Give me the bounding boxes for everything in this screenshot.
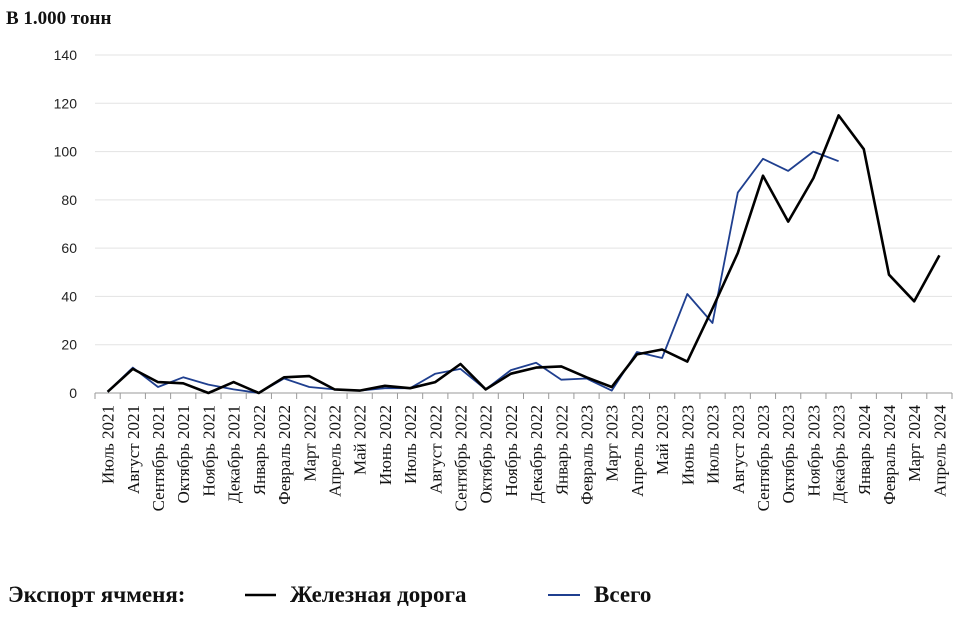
- x-tick-label: Февраль 2022: [275, 405, 294, 505]
- x-tick-label: Февраль 2024: [880, 405, 899, 505]
- y-tick-label: 100: [54, 144, 78, 160]
- y-tick-label: 120: [54, 95, 78, 111]
- x-tick-label: Апрель 2022: [325, 405, 344, 497]
- legend: Экспорт ячменя: Железная дорога Всего: [8, 582, 651, 607]
- y-axis-ticks: 0 20 40 60 80 100 120 140: [54, 47, 78, 401]
- y-tick-label: 140: [54, 47, 78, 63]
- x-tick-label: Октябрь 2023: [779, 405, 798, 504]
- series-lines: [106, 114, 941, 395]
- y-tick-label: 40: [61, 288, 77, 304]
- x-tick-label: Сентябрь 2021: [149, 405, 168, 511]
- x-tick-label: Май 2022: [351, 405, 370, 475]
- x-tick-label: Декабрь 2022: [527, 405, 546, 503]
- legend-title: Экспорт ячменя:: [8, 582, 185, 607]
- x-tick-label: Май 2023: [653, 405, 672, 475]
- x-tick-label: Июль 2021: [99, 405, 118, 484]
- x-tick-label: Ноябрь 2023: [804, 405, 823, 496]
- x-tick-label: Декабрь 2023: [830, 405, 849, 503]
- x-axis: Июль 2021 Август 2021 Сентябрь 2021 Октябрь…: [94, 392, 953, 511]
- x-tick-label: Июль 2022: [401, 405, 420, 484]
- y-tick-label: 20: [61, 337, 77, 353]
- x-tick-label: Январь 2022: [552, 405, 571, 495]
- x-tick-label: Август 2022: [426, 405, 445, 494]
- x-tick-label: Август 2021: [124, 405, 143, 494]
- x-tick-label: Июнь 2022: [376, 405, 395, 485]
- x-tick-label: Март 2022: [300, 405, 319, 482]
- x-tick-label: Апрель 2023: [628, 405, 647, 497]
- x-tick-label: Август 2023: [729, 405, 748, 494]
- x-tick-label: Февраль 2023: [578, 405, 597, 505]
- x-tick-label: Июль 2023: [704, 405, 723, 484]
- x-tick-label: Апрель 2024: [930, 404, 949, 496]
- series-line-rail: [106, 114, 941, 395]
- x-tick-label: Март 2024: [905, 405, 924, 482]
- x-tick-label: Октябрь 2021: [174, 405, 193, 504]
- x-tick-label: Январь 2022: [250, 405, 269, 495]
- x-tick-label: Март 2023: [603, 405, 622, 482]
- legend-label-rail: Железная дорога: [290, 582, 467, 607]
- x-tick-label: Сентябрь 2022: [451, 405, 470, 511]
- y-tick-label: 80: [61, 192, 77, 208]
- x-tick-label: Ноябрь 2021: [199, 405, 218, 496]
- gridlines: [95, 54, 952, 346]
- unit-label: В 1.000 тонн: [6, 8, 111, 29]
- legend-label-total: Всего: [594, 582, 651, 607]
- x-tick-label: Октябрь 2022: [477, 405, 496, 504]
- x-tick-label: Январь 2024: [855, 405, 874, 496]
- x-tick-label: Июнь 2023: [678, 405, 697, 485]
- x-tick-label: Сентябрь 2023: [754, 405, 773, 511]
- y-tick-label: 0: [69, 385, 77, 401]
- x-tick-label: Декабрь 2021: [225, 405, 244, 503]
- x-tick-label: Ноябрь 2022: [502, 405, 521, 496]
- y-tick-label: 60: [61, 240, 77, 256]
